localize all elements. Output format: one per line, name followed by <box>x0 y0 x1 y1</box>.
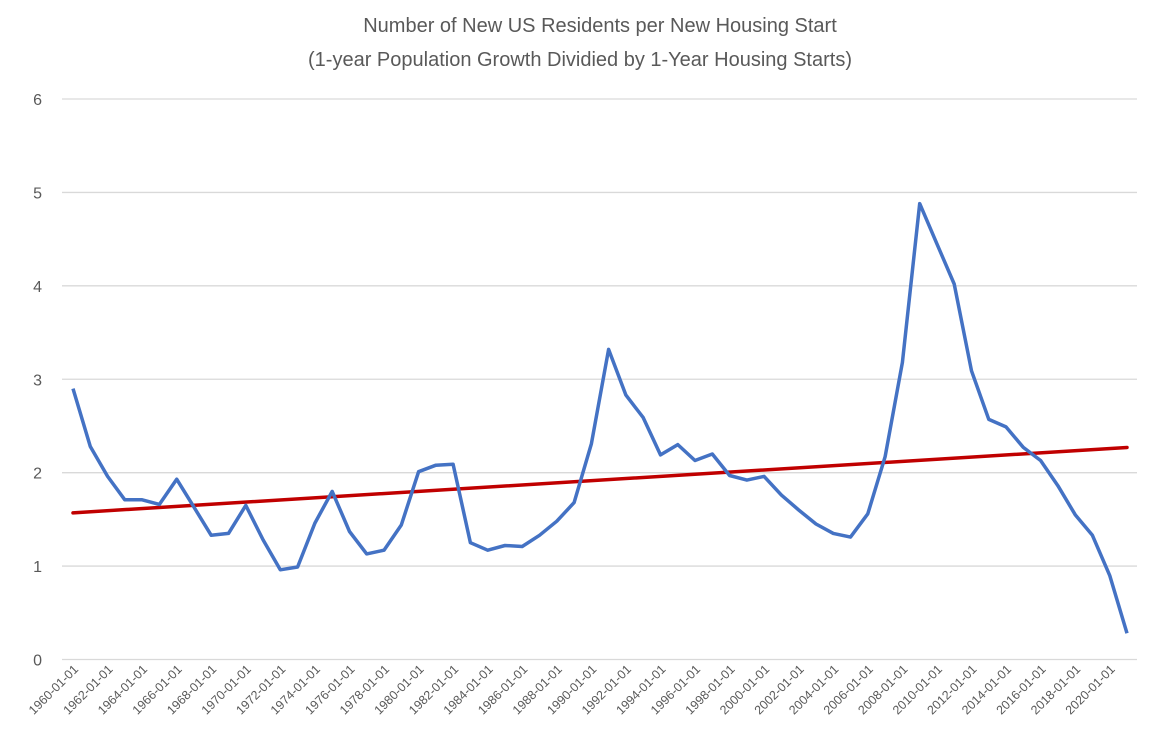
series-line <box>71 201 1129 634</box>
series-layer <box>71 201 1129 634</box>
y-tick-label: 1 <box>33 559 42 576</box>
trendline-layer <box>71 445 1129 515</box>
y-axis: 0 1 2 3 4 5 6 <box>33 92 42 670</box>
chart-subtitle: (1-year Population Growth Dividied by 1-… <box>308 49 852 71</box>
trendline <box>71 445 1129 515</box>
gridlines <box>62 98 1137 661</box>
y-tick-label: 3 <box>33 372 42 389</box>
chart-title: Number of New US Residents per New Housi… <box>363 15 837 37</box>
y-tick-label: 5 <box>33 185 42 202</box>
y-tick-label: 0 <box>33 653 42 670</box>
y-tick-label: 4 <box>33 279 42 296</box>
x-axis: 1960-01-011962-01-011964-01-011966-01-01… <box>26 662 1118 717</box>
y-tick-label: 6 <box>33 92 42 109</box>
y-tick-label: 2 <box>33 466 42 483</box>
